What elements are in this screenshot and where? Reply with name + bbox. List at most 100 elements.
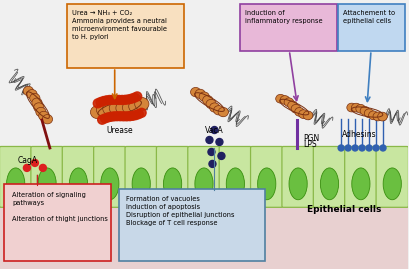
Ellipse shape: [191, 87, 201, 97]
Ellipse shape: [34, 103, 44, 112]
Circle shape: [366, 145, 372, 151]
Ellipse shape: [30, 94, 40, 103]
Circle shape: [108, 95, 117, 104]
Ellipse shape: [90, 106, 105, 119]
Ellipse shape: [36, 107, 46, 117]
FancyBboxPatch shape: [240, 4, 337, 51]
Circle shape: [211, 126, 218, 133]
Ellipse shape: [320, 168, 339, 200]
Ellipse shape: [347, 103, 357, 112]
Ellipse shape: [38, 168, 56, 200]
Ellipse shape: [276, 94, 285, 103]
Ellipse shape: [284, 98, 294, 107]
Circle shape: [124, 95, 133, 104]
Circle shape: [206, 136, 213, 143]
Circle shape: [338, 145, 344, 151]
Text: Epithelial cells: Epithelial cells: [307, 205, 381, 214]
Ellipse shape: [32, 98, 42, 107]
Ellipse shape: [369, 111, 378, 120]
Bar: [0, 175, 408, 269]
Ellipse shape: [378, 112, 387, 121]
FancyBboxPatch shape: [125, 146, 157, 207]
Circle shape: [209, 160, 216, 167]
Ellipse shape: [289, 168, 307, 200]
FancyBboxPatch shape: [119, 189, 265, 261]
Ellipse shape: [295, 108, 304, 116]
Circle shape: [112, 112, 121, 121]
Ellipse shape: [132, 168, 151, 200]
Text: LPS: LPS: [303, 140, 317, 149]
FancyBboxPatch shape: [0, 146, 32, 207]
Text: Urease: Urease: [106, 126, 133, 135]
Circle shape: [127, 94, 136, 103]
Text: Adhesins: Adhesins: [342, 130, 376, 139]
Circle shape: [23, 164, 30, 171]
Circle shape: [118, 95, 127, 104]
Ellipse shape: [288, 101, 297, 110]
Circle shape: [373, 145, 379, 151]
Ellipse shape: [195, 89, 205, 98]
FancyBboxPatch shape: [4, 184, 111, 261]
Ellipse shape: [23, 86, 34, 95]
Circle shape: [119, 112, 128, 121]
Circle shape: [128, 111, 137, 120]
Circle shape: [99, 97, 108, 105]
FancyBboxPatch shape: [188, 146, 220, 207]
FancyBboxPatch shape: [376, 146, 409, 207]
Ellipse shape: [97, 103, 111, 116]
Ellipse shape: [135, 97, 149, 111]
FancyBboxPatch shape: [31, 146, 63, 207]
Circle shape: [380, 145, 386, 151]
Text: Urea → NH₃ + CO₂
Ammonia provides a neutral
microenviroment favourable
to H. pyl: Urea → NH₃ + CO₂ Ammonia provides a neut…: [72, 10, 167, 40]
FancyBboxPatch shape: [338, 4, 405, 51]
Circle shape: [125, 112, 134, 121]
Circle shape: [105, 95, 114, 104]
Circle shape: [98, 115, 107, 124]
Circle shape: [115, 95, 124, 104]
Ellipse shape: [103, 102, 117, 115]
Ellipse shape: [199, 92, 209, 101]
FancyBboxPatch shape: [62, 146, 94, 207]
Circle shape: [111, 95, 120, 104]
Text: CagA: CagA: [18, 156, 38, 165]
Ellipse shape: [209, 103, 220, 112]
Circle shape: [133, 92, 142, 101]
Ellipse shape: [7, 168, 25, 200]
Circle shape: [134, 109, 143, 119]
Ellipse shape: [70, 168, 88, 200]
Ellipse shape: [360, 107, 370, 115]
FancyBboxPatch shape: [67, 4, 184, 68]
Circle shape: [31, 160, 38, 167]
Ellipse shape: [109, 102, 124, 115]
FancyBboxPatch shape: [94, 146, 126, 207]
FancyBboxPatch shape: [251, 146, 283, 207]
Ellipse shape: [206, 99, 216, 109]
Circle shape: [122, 112, 131, 121]
FancyBboxPatch shape: [156, 146, 189, 207]
Ellipse shape: [356, 104, 366, 113]
Ellipse shape: [303, 111, 313, 120]
Ellipse shape: [195, 168, 213, 200]
Circle shape: [93, 99, 102, 108]
Ellipse shape: [42, 115, 53, 124]
Circle shape: [101, 114, 110, 123]
Ellipse shape: [364, 109, 374, 118]
FancyBboxPatch shape: [313, 146, 346, 207]
Ellipse shape: [291, 104, 301, 113]
Text: Attachement to
epithelial cells: Attachement to epithelial cells: [343, 10, 395, 24]
Circle shape: [130, 93, 139, 102]
Circle shape: [96, 98, 105, 107]
FancyBboxPatch shape: [219, 146, 252, 207]
Ellipse shape: [226, 168, 245, 200]
Text: Alteration of signaling
pathways

Alteration of thight junctions: Alteration of signaling pathways Alterat…: [12, 192, 108, 222]
Ellipse shape: [20, 215, 100, 255]
Circle shape: [208, 148, 215, 155]
Ellipse shape: [164, 168, 182, 200]
Ellipse shape: [351, 103, 361, 112]
Circle shape: [110, 112, 119, 121]
Circle shape: [359, 145, 365, 151]
Circle shape: [116, 112, 125, 121]
Ellipse shape: [27, 90, 37, 99]
Circle shape: [352, 145, 358, 151]
Ellipse shape: [299, 110, 308, 119]
